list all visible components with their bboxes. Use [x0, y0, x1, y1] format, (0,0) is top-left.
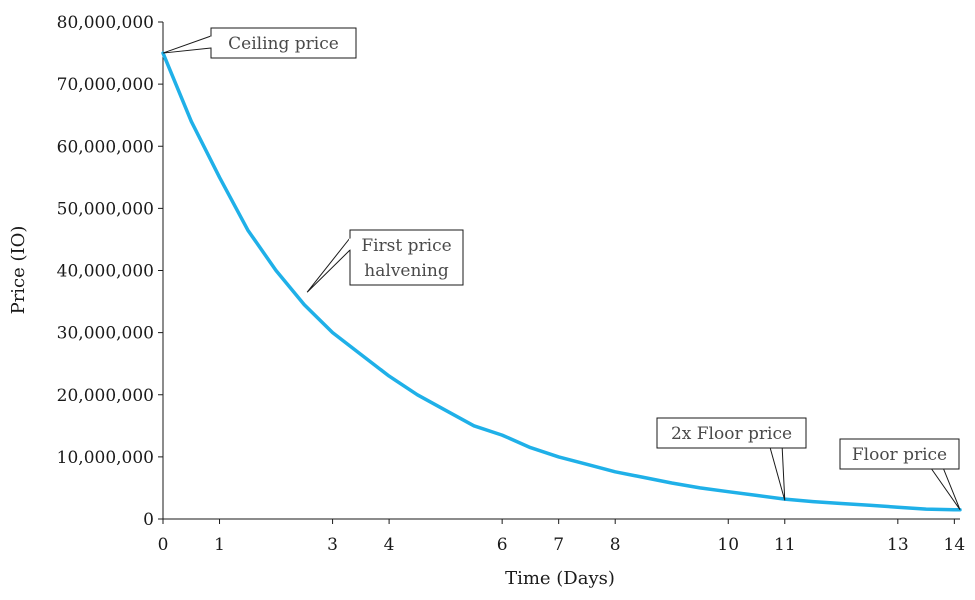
annotation-callout: Floor price — [839, 438, 961, 510]
y-tick-label: 10,000,000 — [57, 448, 154, 468]
x-tick-label: 3 — [327, 535, 338, 555]
y-tick-label: 70,000,000 — [57, 75, 154, 95]
annotation-callout: First price halvening — [306, 229, 464, 293]
annotation-layer: Ceiling price First price halvening 2x Floo… — [162, 27, 961, 510]
callout-pointer — [930, 468, 961, 510]
y-tick-label: 40,000,000 — [57, 262, 154, 282]
price-series-line — [161, 51, 962, 512]
callout-label: First price — [361, 236, 451, 256]
y-axis: 0 10,000,000 20,000,000 30,000,000 40,000,00… — [57, 13, 164, 530]
x-tick-label: 14 — [944, 535, 966, 555]
x-tick-label: 4 — [384, 535, 395, 555]
annotation-callout: Ceiling price — [162, 27, 357, 59]
callout-pointer — [769, 447, 786, 501]
x-tick-label: 1 — [214, 535, 225, 555]
y-tick-label: 80,000,000 — [57, 13, 154, 33]
x-axis: 0 1 3 4 6 7 8 10 11 13 14 — [158, 518, 966, 555]
x-tick-label: 0 — [158, 535, 169, 555]
callout-label: Ceiling price — [228, 34, 339, 54]
y-tick-label: 20,000,000 — [57, 386, 154, 406]
callout-label: Floor price — [852, 445, 947, 465]
x-tick-label: 6 — [497, 535, 508, 555]
x-tick-label: 7 — [553, 535, 564, 555]
callout-label: 2x Floor price — [671, 424, 792, 444]
callout-box — [656, 417, 807, 449]
callout-pointer — [162, 35, 212, 54]
y-tick-label: 60,000,000 — [57, 137, 154, 157]
callout-box — [349, 229, 464, 286]
y-tick-label: 30,000,000 — [57, 324, 154, 344]
series-layer — [161, 51, 962, 512]
y-tick-label: 50,000,000 — [57, 199, 154, 219]
y-tick-label: 0 — [143, 510, 154, 530]
x-axis-title: Time (Days) — [505, 568, 615, 589]
annotation-callout: 2x Floor price — [656, 417, 807, 501]
x-tick-label: 10 — [717, 535, 739, 555]
callout-pointer — [306, 237, 351, 293]
x-tick-label: 13 — [887, 535, 909, 555]
x-tick-label: 8 — [610, 535, 621, 555]
x-tick-label: 11 — [774, 535, 796, 555]
y-axis-title: Price (IO) — [8, 226, 29, 315]
callout-box — [839, 438, 960, 470]
callout-label: halvening — [364, 261, 449, 281]
